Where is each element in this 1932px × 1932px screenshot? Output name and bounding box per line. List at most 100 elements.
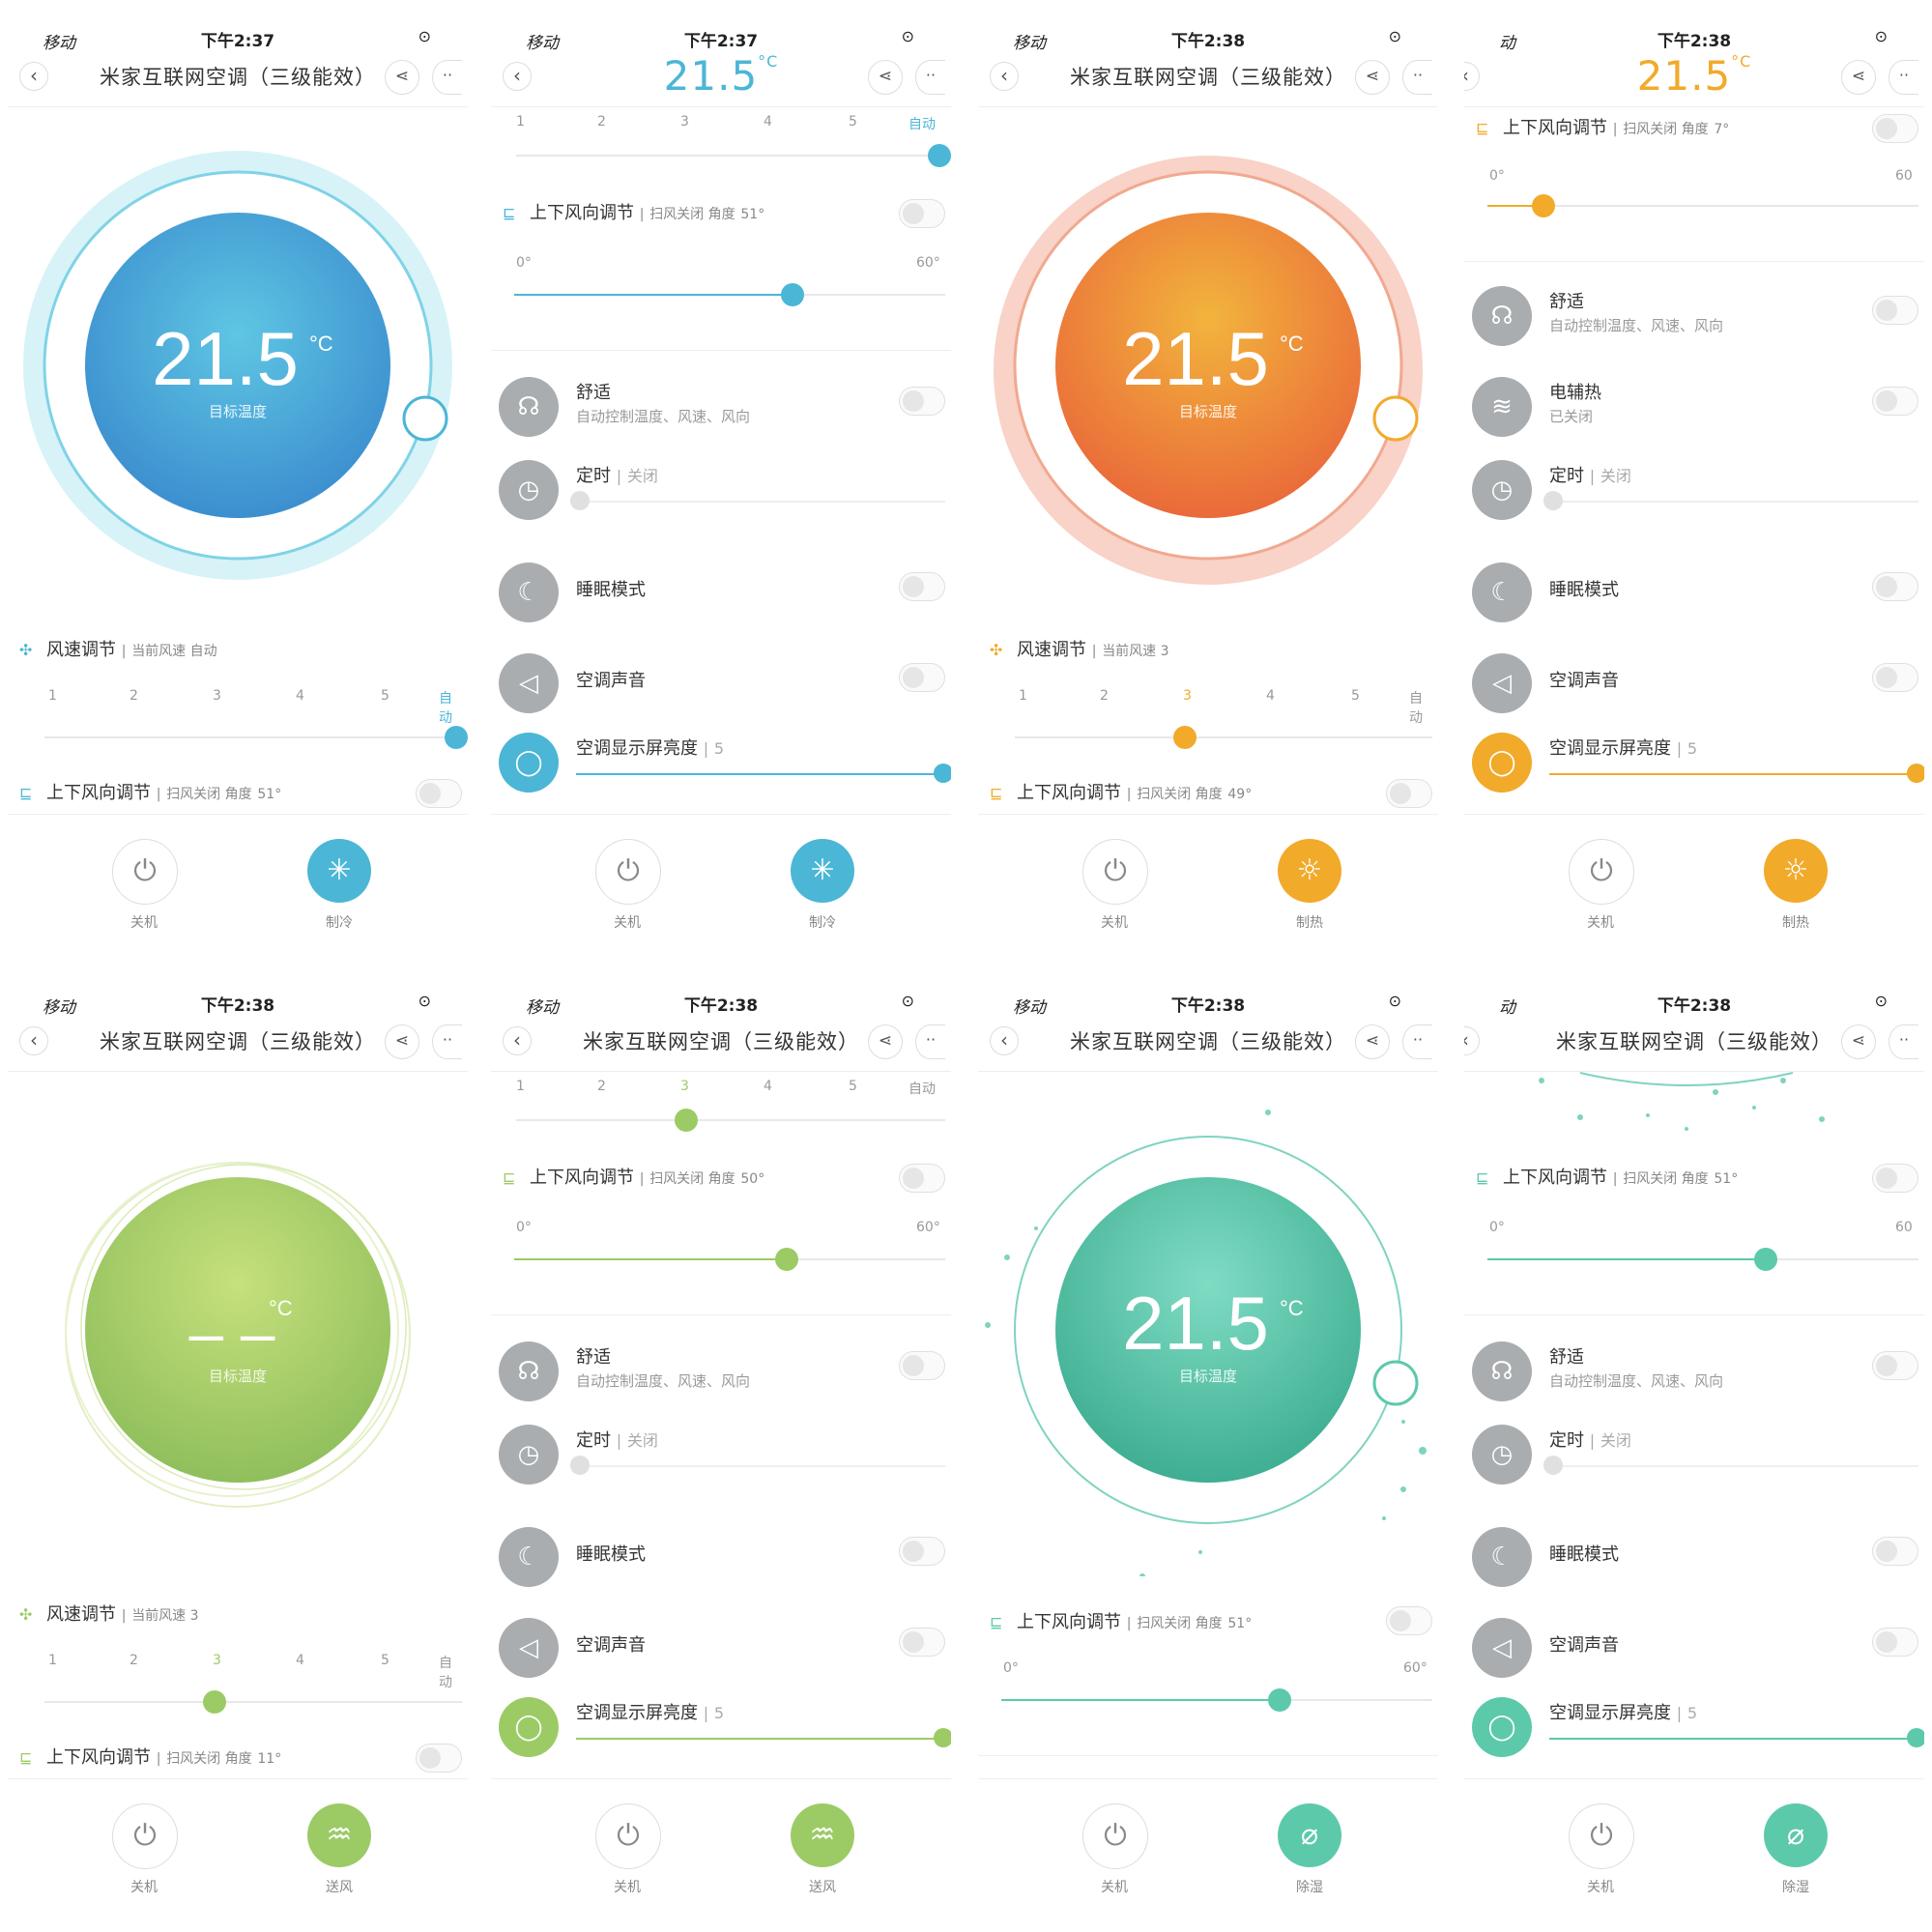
vent-icon: ⊑	[503, 204, 516, 222]
dial-handle[interactable]	[1372, 395, 1419, 442]
temperature-dial[interactable]: 21.5 °C 目标温度	[978, 1074, 1438, 1576]
wind-slider[interactable]	[44, 726, 468, 749]
power-button[interactable]: ⏻	[1082, 1803, 1148, 1869]
orientation-lock-icon: ⊙	[1388, 992, 1401, 1010]
wind-icon[interactable]: ♒	[791, 1803, 854, 1867]
footer-controls: ⏻ 关机 ✳ 制冷	[491, 829, 951, 945]
vent-angle-slider[interactable]	[1001, 1688, 1432, 1712]
share-button[interactable]: ⋖	[1841, 1024, 1876, 1059]
temperature-dial[interactable]: 21.5 °C 目标温度	[978, 109, 1438, 612]
wind-slider[interactable]	[516, 1109, 945, 1132]
nav-bar: ‹ 米家互联网空调（三级能效） ⋖ ··	[978, 56, 1438, 107]
share-button[interactable]: ⋖	[385, 60, 419, 95]
sun-icon[interactable]: ☼	[1764, 839, 1828, 903]
wind-slider[interactable]	[44, 1690, 462, 1714]
snowflake-icon[interactable]: ✳	[307, 839, 371, 903]
power-button[interactable]: ⏻	[1569, 1803, 1634, 1869]
nav-bar: ‹ 21.5°C ⋖ ··	[491, 52, 951, 107]
share-button[interactable]: ⋖	[1355, 1024, 1390, 1059]
back-button[interactable]: ‹	[990, 1026, 1019, 1055]
power-button[interactable]: ⏻	[595, 1803, 661, 1869]
clock: 下午2:37	[200, 32, 275, 51]
vent-swing-toggle[interactable]	[899, 199, 945, 228]
droplet-icon[interactable]: ⌀	[1278, 1803, 1341, 1867]
vent-swing-toggle[interactable]	[416, 779, 462, 808]
clock: 下午2:37	[683, 32, 759, 51]
speaker-icon: ◁	[1472, 653, 1532, 713]
row-display[interactable]: ◯ 空调显示屏亮度 | 5	[491, 729, 951, 806]
power-button[interactable]: ⏻	[112, 839, 178, 905]
fan-icon: ✣	[990, 641, 1003, 659]
panel-cool-main: 移动 下午2:37 ⊙ ‹ 米家互联网空调（三级能效） ⋖ ·· 21.5 °C…	[8, 8, 468, 960]
share-button[interactable]: ⋖	[385, 1024, 419, 1059]
share-button[interactable]: ⋖	[868, 1024, 903, 1059]
back-button[interactable]: ‹	[503, 62, 532, 91]
temperature-dial[interactable]: – – °C 目标温度	[8, 1074, 468, 1576]
share-button[interactable]: ⋖	[1355, 60, 1390, 95]
status-bar: 移动 下午2:37 ⊙	[491, 8, 951, 58]
page-title: 米家互联网空调（三级能效）	[100, 66, 376, 89]
status-bar: 移动 下午2:37 ⊙	[8, 8, 468, 58]
temperature-dial[interactable]: 21.5 °C 目标温度	[8, 109, 468, 612]
vent-icon: ⊑	[19, 784, 33, 802]
back-button[interactable]: ‹	[503, 1026, 532, 1055]
snowflake-icon[interactable]: ✳	[791, 839, 854, 903]
dial-handle[interactable]	[402, 395, 448, 442]
dial-handle[interactable]	[1372, 1360, 1419, 1406]
panel-dry-main: 移动 下午2:38 ⊙ ‹ 米家互联网空调（三级能效） ⋖ ·· 21.5 °C…	[978, 972, 1438, 1924]
footer-controls: ⏻ 关机 ✳ 制冷	[8, 829, 468, 945]
share-button[interactable]: ⋖	[1841, 60, 1876, 95]
vent-icon: ⊑	[990, 784, 1003, 802]
panel-heat-settings: 动 下午2:38 ⊙ ‹ 21.5°C ⋖ ·· ⊑上下风向调节 | 扫风关闭 …	[1464, 8, 1924, 960]
temp-unit: °C	[309, 332, 333, 356]
wind-current: 当前风速 自动	[131, 644, 217, 659]
vent-angle-slider[interactable]	[1487, 1248, 1918, 1271]
comfort-icon: ☊	[1472, 286, 1532, 346]
vent-icon: ⊑	[1476, 1168, 1489, 1187]
more-button[interactable]: ··	[1889, 60, 1918, 95]
speaker-icon: ◁	[499, 653, 559, 713]
power-button[interactable]: ⏻	[1569, 839, 1634, 905]
back-button[interactable]: ‹	[19, 62, 48, 91]
power-button[interactable]: ⏻	[112, 1803, 178, 1869]
page-title-temp: 21.5°C	[663, 52, 779, 100]
svg-text:21.5: 21.5	[1122, 316, 1269, 401]
temp-value: 21.5	[152, 316, 299, 401]
back-button[interactable]: ‹	[990, 62, 1019, 91]
vent-angle-slider[interactable]	[514, 283, 945, 306]
row-timer[interactable]: ◷ 定时 | 关闭	[491, 456, 951, 533]
sun-icon[interactable]: ☼	[1278, 839, 1341, 903]
row-sleep[interactable]: ☾ 睡眠模式	[491, 559, 951, 636]
more-button[interactable]: ··	[1402, 1024, 1432, 1059]
temp-label: 目标温度	[209, 403, 267, 420]
back-button[interactable]: ‹	[19, 1026, 48, 1055]
droplet-icon[interactable]: ⌀	[1764, 1803, 1828, 1867]
wind-icon[interactable]: ♒	[307, 1803, 371, 1867]
row-sound[interactable]: ◁ 空调声音	[491, 649, 951, 727]
carrier-label: 移动	[43, 34, 75, 53]
vent-angle-slider[interactable]	[1487, 194, 1918, 217]
wind-slider-knob[interactable]	[445, 726, 468, 749]
clock: 下午2:38	[1170, 32, 1246, 51]
more-button[interactable]: ··	[1889, 1024, 1918, 1059]
vent-angle-slider[interactable]	[514, 1248, 945, 1271]
power-button[interactable]: ⏻	[1082, 839, 1148, 905]
more-button[interactable]: ··	[915, 1024, 945, 1059]
clock-icon: ◷	[499, 460, 559, 520]
row-comfort[interactable]: ☊ 舒适 自动控制温度、风速、风向	[491, 373, 951, 450]
wind-slider[interactable]	[1015, 726, 1432, 749]
row-heater[interactable]: ≋ 电辅热 已关闭	[1464, 373, 1924, 450]
more-button[interactable]: ··	[915, 60, 945, 95]
more-button[interactable]: ··	[432, 60, 462, 95]
wind-section-label: ✣ 风速调节 | 当前风速 自动	[19, 640, 217, 660]
wind-slider[interactable]	[516, 144, 951, 167]
panel-cool-settings: 移动 下午2:37 ⊙ ‹ 21.5°C ⋖ ·· 1 2 3 4 5 自动 ⊑ 上下风向调…	[491, 8, 951, 960]
moisture-dots	[1539, 1072, 1825, 1131]
more-button[interactable]: ··	[432, 1024, 462, 1059]
share-button[interactable]: ⋖	[868, 60, 903, 95]
brightness-icon: ◯	[1472, 733, 1532, 793]
comfort-icon: ☊	[499, 377, 559, 437]
power-button[interactable]: ⏻	[595, 839, 661, 905]
more-button[interactable]: ··	[1402, 60, 1432, 95]
